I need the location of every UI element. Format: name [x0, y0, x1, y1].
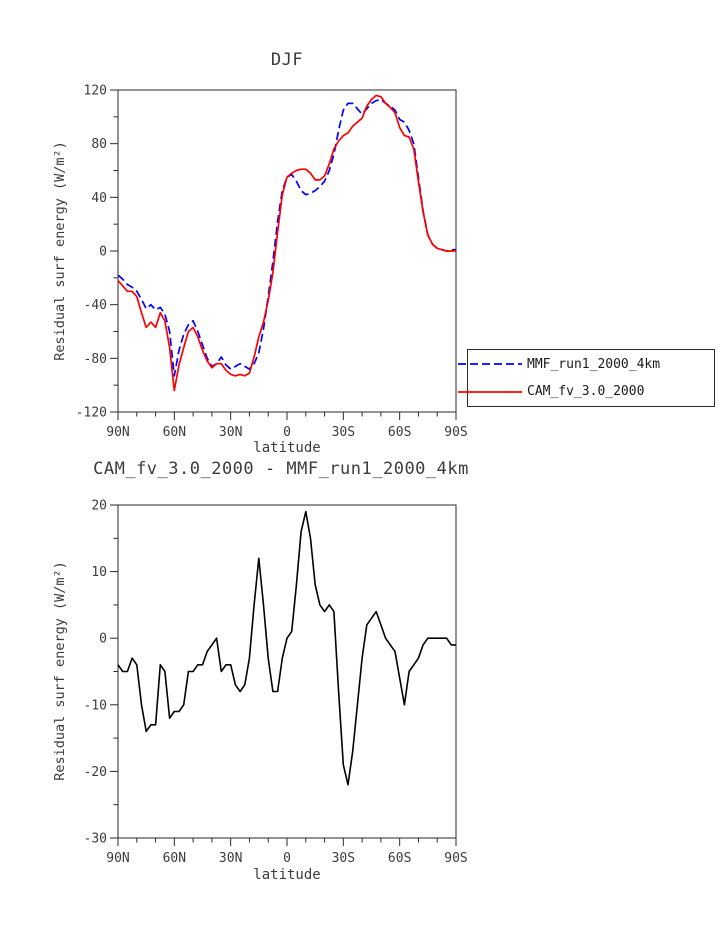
difference-x-tick-label: 60N: [163, 851, 186, 866]
difference-x-tick-label: 90N: [106, 851, 129, 866]
djf-y-tick-label: 120: [84, 84, 107, 99]
djf-y-tick-label: -120: [76, 406, 107, 421]
djf-x-tick-label: 0: [283, 425, 291, 440]
djf-x-tick-label: 60S: [388, 425, 411, 440]
djf-x-tick-label: 30N: [219, 425, 242, 440]
djf-y-tick-label: -40: [84, 298, 107, 313]
legend-entry-cam: CAM_fv_3.0_2000: [458, 379, 714, 405]
bottom-chart-title: CAM_fv_3.0_2000 - MMF_run1_2000_4km: [93, 459, 469, 479]
difference-y-tick-label: -10: [84, 698, 107, 713]
djf-x-tick-label: 60N: [163, 425, 186, 440]
legend-box: MMF_run1_2000_4km CAM_fv_3.0_2000: [458, 349, 715, 407]
difference-y-tick-label: 0: [99, 632, 107, 647]
djf-x-tick-label: 90N: [106, 425, 129, 440]
difference-plot-border: [117, 504, 457, 839]
djf-x-tick-label: 30S: [332, 425, 355, 440]
difference-x-tick-label: 60S: [388, 851, 411, 866]
difference-y-tick-label: 20: [91, 499, 107, 514]
djf-plot-border: [117, 89, 457, 413]
MMF_run1_2000_4km-line: [117, 98, 456, 377]
legend-label-mmf: MMF_run1_2000_4km: [527, 356, 661, 372]
legend-entry-mmf: MMF_run1_2000_4km: [458, 351, 714, 377]
difference-x-tick-label: 90S: [444, 851, 467, 866]
djf-y-tick-label: 80: [91, 137, 107, 152]
difference-y-tick-label: -30: [84, 832, 107, 847]
djf-plot: -120 -80 -40 0 40 80 120 90N 60N 30N 0 30S 60S 90S: [76, 84, 468, 441]
djf-y-tick-label: 0: [99, 245, 107, 260]
bottom-y-axis-label: Residual surf energy (W/m²): [52, 561, 68, 781]
difference-x-tick-label: 30N: [219, 851, 242, 866]
djf-y-tick-label: -80: [84, 352, 107, 367]
top-chart-title: DJF: [270, 50, 304, 70]
djf-x-tick-label: 90S: [444, 425, 467, 440]
difference-x-tick-label: 30S: [332, 851, 355, 866]
top-x-axis-label: latitude: [253, 440, 321, 456]
difference-plot: -30 -20 -10 0 10 20 90N 60N 30N 0 30S 60S 90S: [84, 499, 468, 867]
mmf-line-sample-icon: [458, 363, 522, 366]
difference-x-tick-label: 0: [283, 851, 291, 866]
djf-y-tick-label: 40: [91, 191, 107, 206]
CAM_minus_MMF-line: [117, 510, 456, 786]
top-y-axis-label: Residual surf energy (W/m²): [52, 141, 68, 361]
difference-y-tick-label: 10: [91, 565, 107, 580]
difference-y-tick-label: -20: [84, 765, 107, 780]
bottom-x-axis-label: latitude: [253, 867, 321, 883]
legend-label-cam: CAM_fv_3.0_2000: [527, 384, 645, 400]
cam-line-sample-icon: [458, 390, 522, 393]
CAM_fv_3.0_2000-line: [117, 94, 456, 392]
